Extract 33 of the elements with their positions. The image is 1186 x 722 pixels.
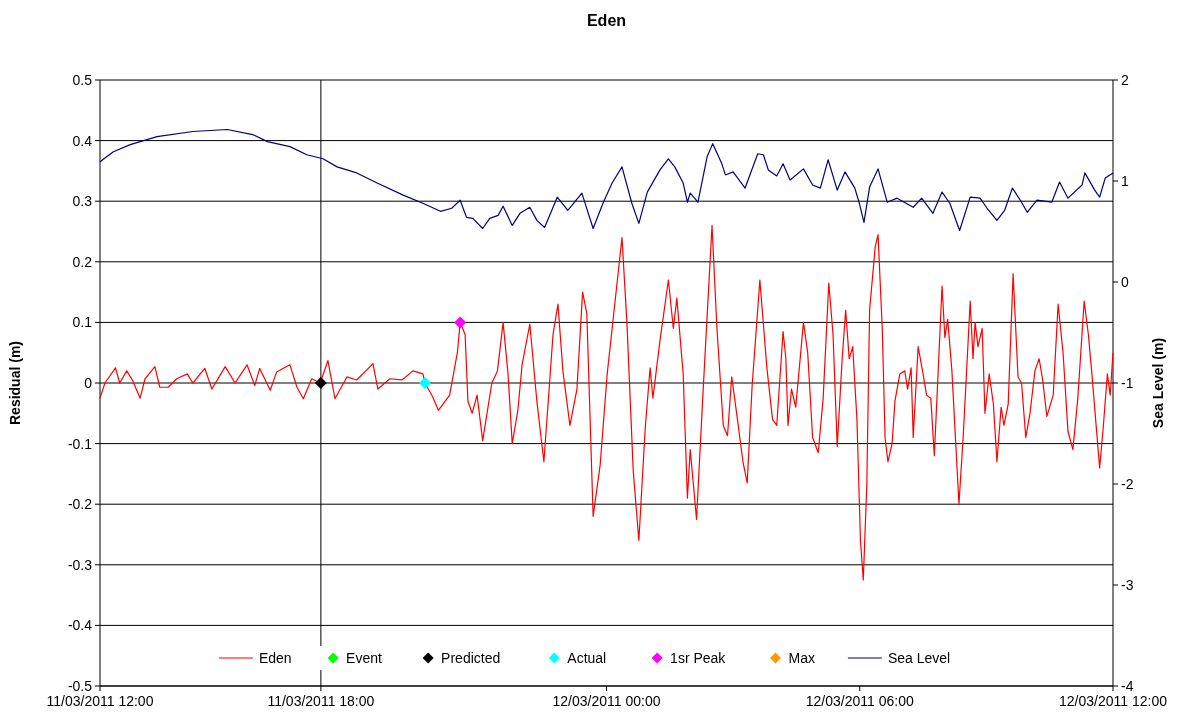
x-tick-label: 11/03/2011 12:00: [46, 693, 154, 709]
chart-title: Eden: [586, 12, 627, 29]
y-tick-label: 0.5: [72, 71, 93, 88]
y-tick-label: 0.1: [72, 314, 93, 331]
legend-label: Max: [788, 649, 815, 666]
legend-label: Eden: [258, 649, 292, 666]
y-tick-label: 0.2: [72, 253, 93, 270]
y2-tick-label: 2: [1121, 71, 1129, 88]
y2-tick-label: -1: [1121, 374, 1134, 391]
x-tick-label: 11/03/2011 18:00: [267, 693, 375, 709]
y-tick-label: -0.4: [67, 617, 93, 634]
y-tick-label: 0.3: [72, 193, 93, 210]
y2-tick-label: 0: [1121, 273, 1129, 290]
y2-tick-label: -4: [1121, 677, 1134, 694]
y2-tick-label: 1: [1121, 172, 1129, 189]
y2-tick-label: -2: [1121, 475, 1134, 492]
y-tick-label: 0.4: [72, 132, 93, 149]
y-tick-label: -0.3: [67, 556, 93, 573]
y2-tick-label: -3: [1121, 576, 1134, 593]
y2-axis-title: Sea Level (m): [1150, 337, 1166, 429]
y-tick-label: -0.2: [67, 496, 93, 513]
y-axis-title: Residual (m): [7, 340, 23, 426]
x-tick-label: 12/03/2011 12:00: [1059, 693, 1168, 709]
legend-label: Sea Level: [887, 649, 951, 666]
y-tick-label: 0: [84, 374, 93, 391]
legend-label: Event: [346, 649, 383, 666]
legend-label: Actual: [567, 649, 607, 666]
legend-label: Predicted: [441, 649, 501, 666]
y-tick-label: -0.1: [67, 435, 93, 452]
x-tick-label: 12/03/2011 00:00: [552, 693, 661, 709]
y-tick-label: -0.5: [67, 677, 93, 694]
x-tick-label: 12/03/2011 06:00: [805, 693, 914, 709]
legend-label: 1sr Peak: [670, 649, 727, 666]
